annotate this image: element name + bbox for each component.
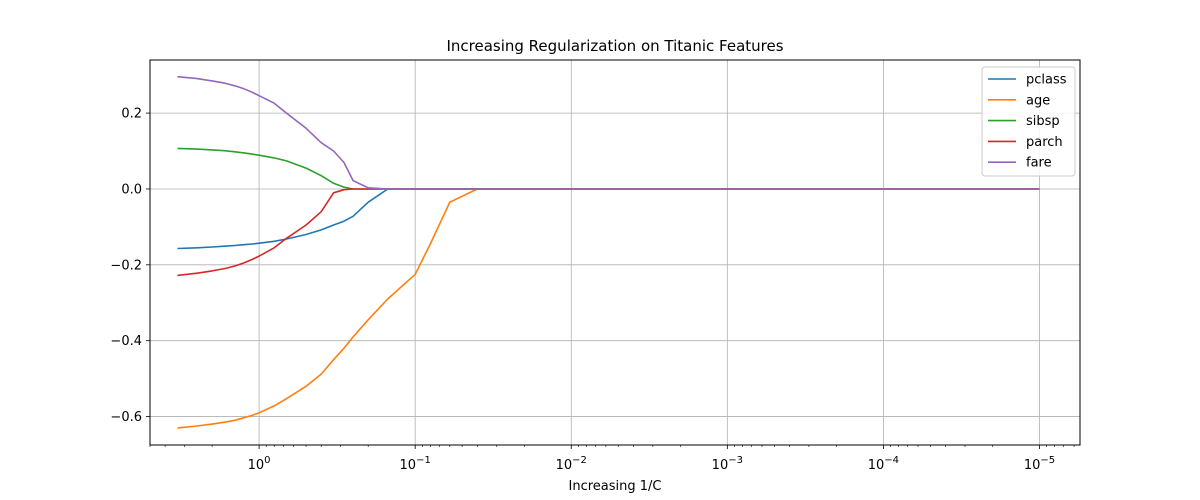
legend-label-parch: parch [1026, 135, 1063, 150]
x-tick-base: 10 [1024, 458, 1041, 473]
legend-label-sibsp: sibsp [1026, 114, 1060, 129]
y-tick-label: −0.6 [110, 410, 142, 425]
chart-title: Increasing Regularization on Titanic Fea… [446, 37, 783, 55]
x-tick-exponent: 0 [264, 455, 270, 466]
y-tick-label: 0.0 [121, 182, 142, 197]
y-tick-label: 0.2 [121, 107, 142, 122]
legend-label-pclass: pclass [1026, 73, 1067, 88]
x-tick-label: 10−2 [556, 455, 587, 473]
x-tick-label: 10−5 [1024, 455, 1055, 473]
x-tick-label: 100 [248, 455, 271, 473]
y-tick-label: −0.2 [110, 258, 142, 273]
x-tick-exponent: −4 [884, 455, 899, 466]
x-tick-base: 10 [868, 458, 885, 473]
x-tick-base: 10 [712, 458, 729, 473]
x-tick-base: 10 [556, 458, 573, 473]
x-tick-label: 10−1 [400, 455, 431, 473]
legend-label-fare: fare [1026, 156, 1052, 171]
x-tick-base: 10 [248, 458, 265, 473]
y-tick-label: −0.4 [110, 334, 142, 349]
x-tick-exponent: −2 [572, 455, 587, 466]
x-tick-base: 10 [400, 458, 417, 473]
x-tick-exponent: −5 [1040, 455, 1055, 466]
x-tick-label: 10−4 [868, 455, 899, 473]
x-axis-label: Increasing 1/C [569, 479, 662, 494]
series-line-fare [177, 75, 1040, 190]
plot-lines [177, 75, 1040, 429]
legend-label-age: age [1026, 93, 1050, 108]
x-tick-exponent: −1 [416, 455, 431, 466]
x-tick-label: 10−3 [712, 455, 743, 473]
legend-box [981, 66, 1076, 177]
legend: pclass age sibsp parch fare [981, 66, 1076, 177]
plot-area-frame [149, 59, 1081, 446]
x-tick-exponent: −3 [728, 455, 743, 466]
